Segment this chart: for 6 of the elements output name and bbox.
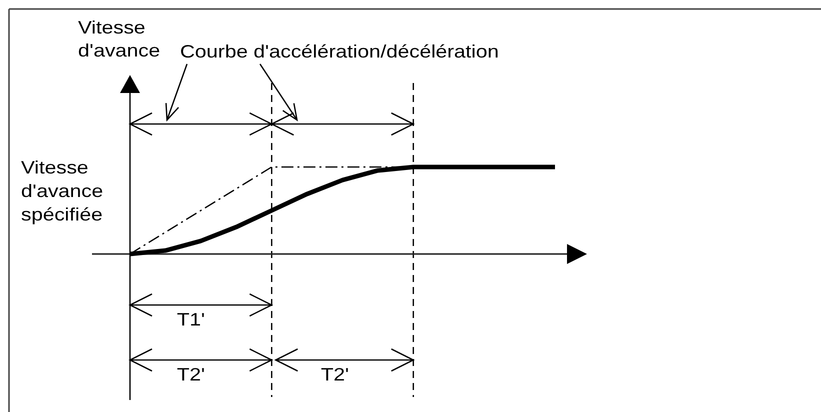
text: Vitesse d'avance <box>78 18 160 61</box>
annotation: Vitesse d'avance spécifiée <box>21 158 104 225</box>
text: T1' <box>176 310 205 330</box>
text: T2' <box>176 364 205 385</box>
text: T2' <box>320 364 349 385</box>
text: Courbe d'accélération/décélération <box>180 42 499 62</box>
